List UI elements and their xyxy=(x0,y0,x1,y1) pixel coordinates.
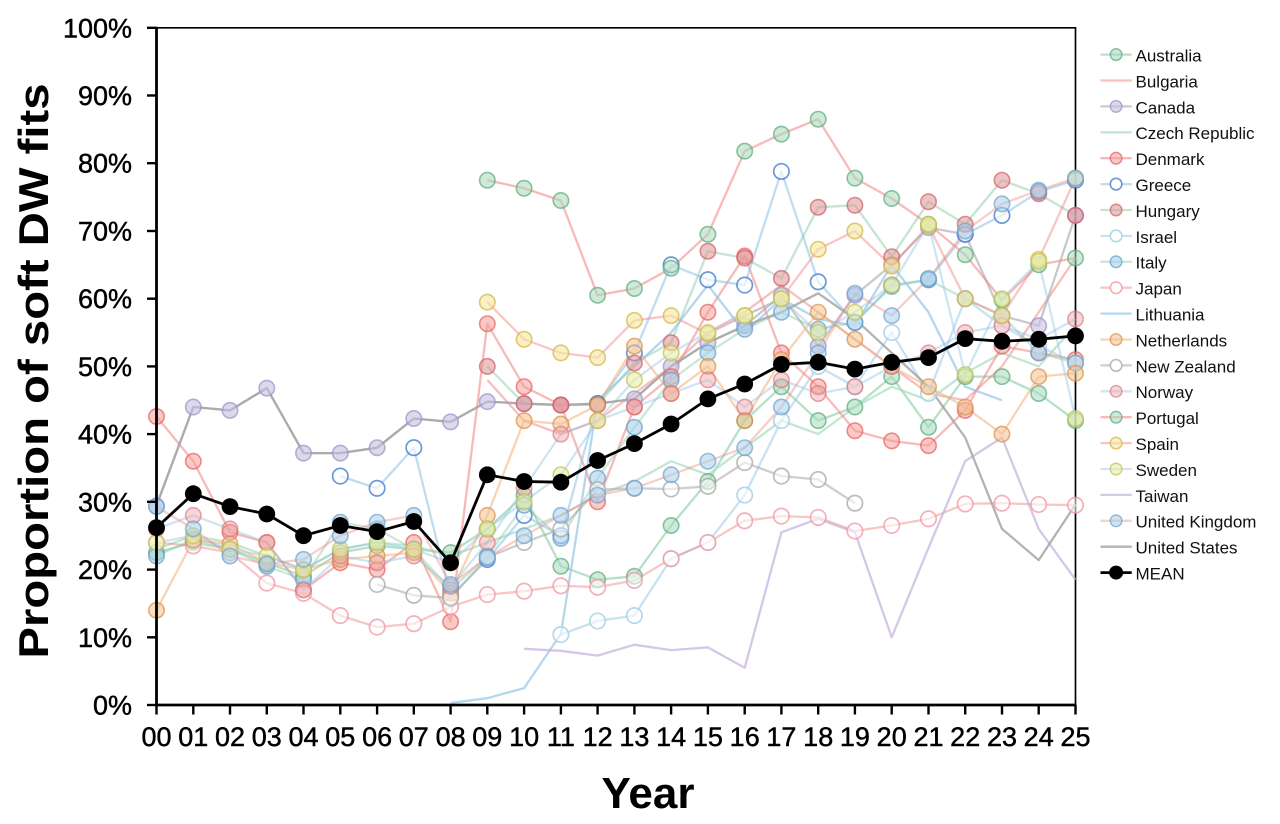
svg-text:19: 19 xyxy=(840,722,870,752)
svg-text:70%: 70% xyxy=(78,217,132,247)
svg-text:14: 14 xyxy=(656,722,686,752)
svg-text:07: 07 xyxy=(399,722,429,752)
svg-text:Netherlands: Netherlands xyxy=(1136,331,1228,350)
svg-text:Taiwan: Taiwan xyxy=(1136,487,1189,506)
svg-text:0%: 0% xyxy=(93,691,132,721)
svg-text:90%: 90% xyxy=(78,81,132,111)
svg-text:Greece: Greece xyxy=(1136,176,1192,195)
svg-text:United States: United States xyxy=(1136,539,1238,558)
svg-text:Denmark: Denmark xyxy=(1136,150,1205,169)
svg-text:06: 06 xyxy=(362,722,392,752)
svg-text:09: 09 xyxy=(472,722,502,752)
svg-text:60%: 60% xyxy=(78,284,132,314)
svg-text:Lithuania: Lithuania xyxy=(1136,306,1206,325)
svg-text:100%: 100% xyxy=(63,13,132,43)
svg-text:Norway: Norway xyxy=(1136,383,1194,402)
svg-text:10: 10 xyxy=(509,722,539,752)
svg-text:11: 11 xyxy=(547,722,575,752)
svg-text:80%: 80% xyxy=(78,149,132,179)
svg-text:02: 02 xyxy=(215,722,245,752)
svg-text:40%: 40% xyxy=(78,420,132,450)
svg-text:30%: 30% xyxy=(78,487,132,517)
svg-text:Spain: Spain xyxy=(1136,435,1179,454)
svg-text:50%: 50% xyxy=(78,352,132,382)
svg-text:New Zealand: New Zealand xyxy=(1136,357,1236,376)
svg-text:Sweden: Sweden xyxy=(1136,461,1197,480)
svg-text:21: 21 xyxy=(913,722,943,752)
svg-text:24: 24 xyxy=(1024,722,1054,752)
svg-text:00: 00 xyxy=(141,722,171,752)
svg-text:10%: 10% xyxy=(78,623,132,653)
svg-text:15: 15 xyxy=(693,722,723,752)
svg-text:25: 25 xyxy=(1060,722,1090,752)
svg-text:Portugal: Portugal xyxy=(1136,409,1199,428)
svg-text:17: 17 xyxy=(766,722,796,752)
svg-text:16: 16 xyxy=(730,722,760,752)
svg-text:20%: 20% xyxy=(78,555,132,585)
svg-text:12: 12 xyxy=(583,722,613,752)
svg-text:08: 08 xyxy=(436,722,466,752)
svg-text:13: 13 xyxy=(619,722,649,752)
svg-text:Canada: Canada xyxy=(1136,98,1196,117)
svg-text:Czech Republic: Czech Republic xyxy=(1136,124,1256,143)
svg-text:MEAN: MEAN xyxy=(1136,565,1185,584)
svg-text:Hungary: Hungary xyxy=(1136,202,1201,221)
svg-text:Year: Year xyxy=(602,769,695,818)
svg-text:23: 23 xyxy=(987,722,1017,752)
svg-text:Italy: Italy xyxy=(1136,254,1168,273)
svg-text:18: 18 xyxy=(803,722,833,752)
svg-text:03: 03 xyxy=(252,722,282,752)
svg-text:Bulgaria: Bulgaria xyxy=(1136,72,1199,91)
svg-text:Japan: Japan xyxy=(1136,280,1182,299)
svg-text:Australia: Australia xyxy=(1136,47,1203,66)
svg-text:20: 20 xyxy=(877,722,907,752)
svg-text:05: 05 xyxy=(325,722,355,752)
svg-text:United Kingdom: United Kingdom xyxy=(1136,513,1257,532)
svg-text:04: 04 xyxy=(288,722,318,752)
svg-text:Proportion of soft DW fits: Proportion of soft DW fits xyxy=(10,84,57,659)
svg-text:Israel: Israel xyxy=(1136,228,1178,247)
svg-text:01: 01 xyxy=(178,722,208,752)
svg-text:22: 22 xyxy=(950,722,980,752)
